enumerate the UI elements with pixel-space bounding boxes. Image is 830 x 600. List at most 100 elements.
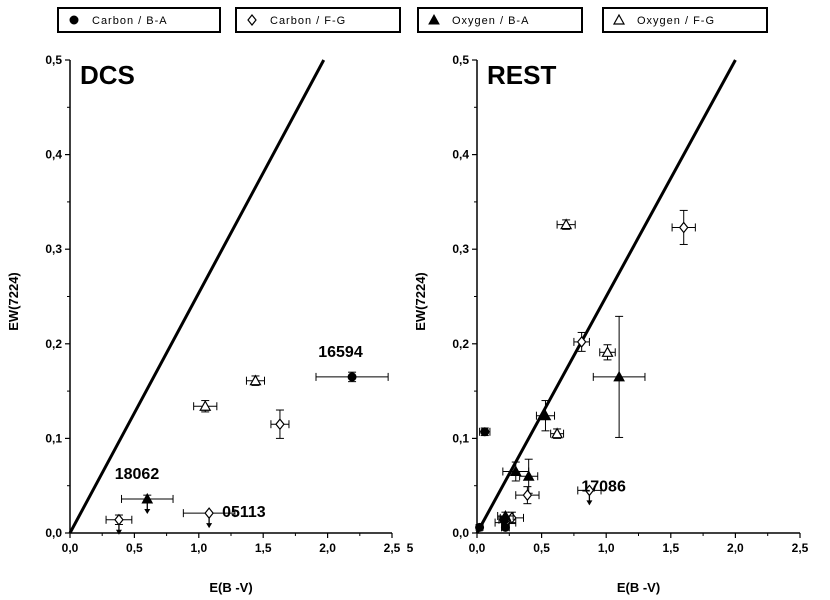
- data-point-carbon-b-a: [479, 427, 491, 437]
- marker-open-diamond: [114, 513, 124, 526]
- legend: Carbon / B-A Carbon / F-G Oxygen / B-A Oxyg…: [57, 7, 768, 33]
- data-point-carbon-f-g: [515, 486, 540, 505]
- marker-open-diamond: [576, 335, 587, 348]
- x-tick-label: 0,5: [126, 541, 143, 555]
- filled-circle-icon: [69, 15, 79, 25]
- marker-filled-triangle: [539, 409, 552, 421]
- arrow-head-icon: [115, 529, 122, 535]
- legend-label: Carbon / B-A: [92, 15, 168, 27]
- legend-item-oxygen-b-a: Oxygen / B-A: [417, 7, 583, 33]
- data-point-oxygen-b-a: [519, 458, 539, 494]
- legend-box: [235, 7, 401, 33]
- data-point-carbon-b-a: [500, 522, 510, 532]
- marker-filled-triangle: [141, 492, 154, 504]
- marker-filled-circle: [500, 522, 510, 532]
- marker-filled-triangle: [522, 470, 535, 481]
- data-point-carbon-b-a: [498, 515, 510, 525]
- x-tick-label: 2,5: [792, 541, 809, 555]
- marker-filled-circle: [499, 515, 509, 525]
- panel-title: DCS: [80, 60, 135, 90]
- annotation-label: 17086: [581, 478, 626, 495]
- x-axis-label: E(B -V): [209, 580, 252, 595]
- data-point-carbon-f-g: [105, 513, 133, 535]
- x-tick-label: 0,5: [533, 541, 550, 555]
- data-point-oxygen-f-g: [599, 344, 616, 361]
- x-tick-label: 2,0: [319, 541, 336, 555]
- reference-line: [68, 59, 326, 534]
- marker-open-triangle: [249, 374, 262, 386]
- y-tick-label: 0,5: [45, 53, 62, 67]
- filled-triangle-icon: [428, 13, 440, 25]
- panel-title: REST: [487, 60, 556, 90]
- legend-label: Carbon / F-G: [270, 15, 346, 27]
- data-point-carbon-b-a: [315, 371, 389, 383]
- legend-label: Oxygen / B-A: [452, 15, 529, 27]
- data-point-oxygen-f-g: [550, 427, 565, 439]
- open-triangle-icon: [612, 13, 626, 25]
- marker-filled-circle: [480, 427, 490, 437]
- marker-open-triangle: [601, 346, 614, 357]
- x-tick-label: 0,0: [62, 541, 79, 555]
- panel-dcs: 0,0 0,5 1,0 1,5 2,0 2,5 5 0,0 0,1 0,2 0,3 0,4 0,5 E(B…: [6, 53, 414, 595]
- marker-filled-circle: [347, 372, 357, 382]
- data-point-oxygen-f-g: [556, 218, 576, 230]
- marker-open-diamond: [678, 221, 689, 234]
- x-tick-label: 1,0: [190, 541, 207, 555]
- marker-open-triangle: [199, 400, 212, 411]
- x-axis-label: E(B -V): [617, 580, 660, 595]
- x-tick-label: 1,5: [662, 541, 679, 555]
- y-tick-label: 0,1: [45, 431, 62, 445]
- marker-filled-triangle: [509, 465, 522, 477]
- x-tick-label: 1,5: [255, 541, 272, 555]
- data-point-carbon-f-g: [182, 507, 236, 529]
- y-tick-label: 0,0: [452, 526, 469, 540]
- legend-label: Oxygen / F-G: [637, 15, 715, 27]
- legend-box: [417, 7, 583, 33]
- data-point-oxygen-f-g: [193, 400, 218, 413]
- data-point-oxygen-b-a: [121, 492, 174, 514]
- y-tick-label: 0,2: [452, 337, 469, 351]
- x-tick-label: 0,0: [469, 541, 486, 555]
- y-tick-label: 0,3: [452, 242, 469, 256]
- data-point-oxygen-b-a: [592, 315, 646, 438]
- data-point-carbon-f-g: [573, 331, 590, 352]
- data-point-carbon-f-g: [577, 484, 602, 506]
- y-tick-label: 0,4: [452, 148, 469, 162]
- data-point-oxygen-b-a: [535, 400, 556, 432]
- marker-open-triangle: [560, 218, 573, 230]
- y-tick-label: 0,2: [45, 337, 62, 351]
- data-point-carbon-b-a: [475, 522, 485, 532]
- data-point-carbon-f-g: [270, 409, 290, 439]
- legend-item-oxygen-f-g: Oxygen / F-G: [602, 7, 768, 33]
- legend-item-carbon-b-a: Carbon / B-A: [57, 7, 221, 33]
- y-tick-label: 0,1: [452, 431, 469, 445]
- marker-open-diamond: [204, 507, 214, 520]
- annotation-label: 05113: [222, 504, 266, 521]
- data-point-carbon-f-g: [671, 209, 696, 245]
- y-axis-label: EW(7224): [6, 272, 21, 331]
- legend-box: [57, 7, 221, 33]
- arrow-head-icon: [206, 523, 213, 529]
- x-tick-label-extra: 5: [407, 541, 414, 555]
- y-tick-label: 0,3: [45, 242, 62, 256]
- data-point-oxygen-b-a: [502, 461, 530, 482]
- marker-filled-circle: [475, 522, 485, 532]
- y-tick-label: 0,5: [452, 53, 469, 67]
- marker-open-diamond: [275, 418, 285, 431]
- marker-open-diamond: [584, 484, 595, 497]
- legend-box: [602, 7, 768, 33]
- panel-rest: 0,0 0,5 1,0 1,5 2,0 2,5 0,0 0,1 0,2 0,3 0,4 0,5 E(B …: [413, 53, 809, 595]
- data-point-oxygen-f-g: [245, 374, 265, 386]
- legend-item-carbon-f-g: Carbon / F-G: [235, 7, 401, 33]
- marker-filled-triangle: [613, 370, 625, 382]
- open-diamond-icon: [247, 14, 257, 26]
- arrow-head-icon: [586, 500, 593, 506]
- y-axis-label: EW(7224): [413, 272, 428, 331]
- x-tick-label: 2,0: [727, 541, 744, 555]
- reference-line: [475, 59, 737, 534]
- y-tick-label: 0,0: [45, 526, 62, 540]
- marker-open-triangle: [551, 427, 564, 439]
- x-tick-label: 1,0: [598, 541, 615, 555]
- arrow-head-icon: [144, 508, 151, 514]
